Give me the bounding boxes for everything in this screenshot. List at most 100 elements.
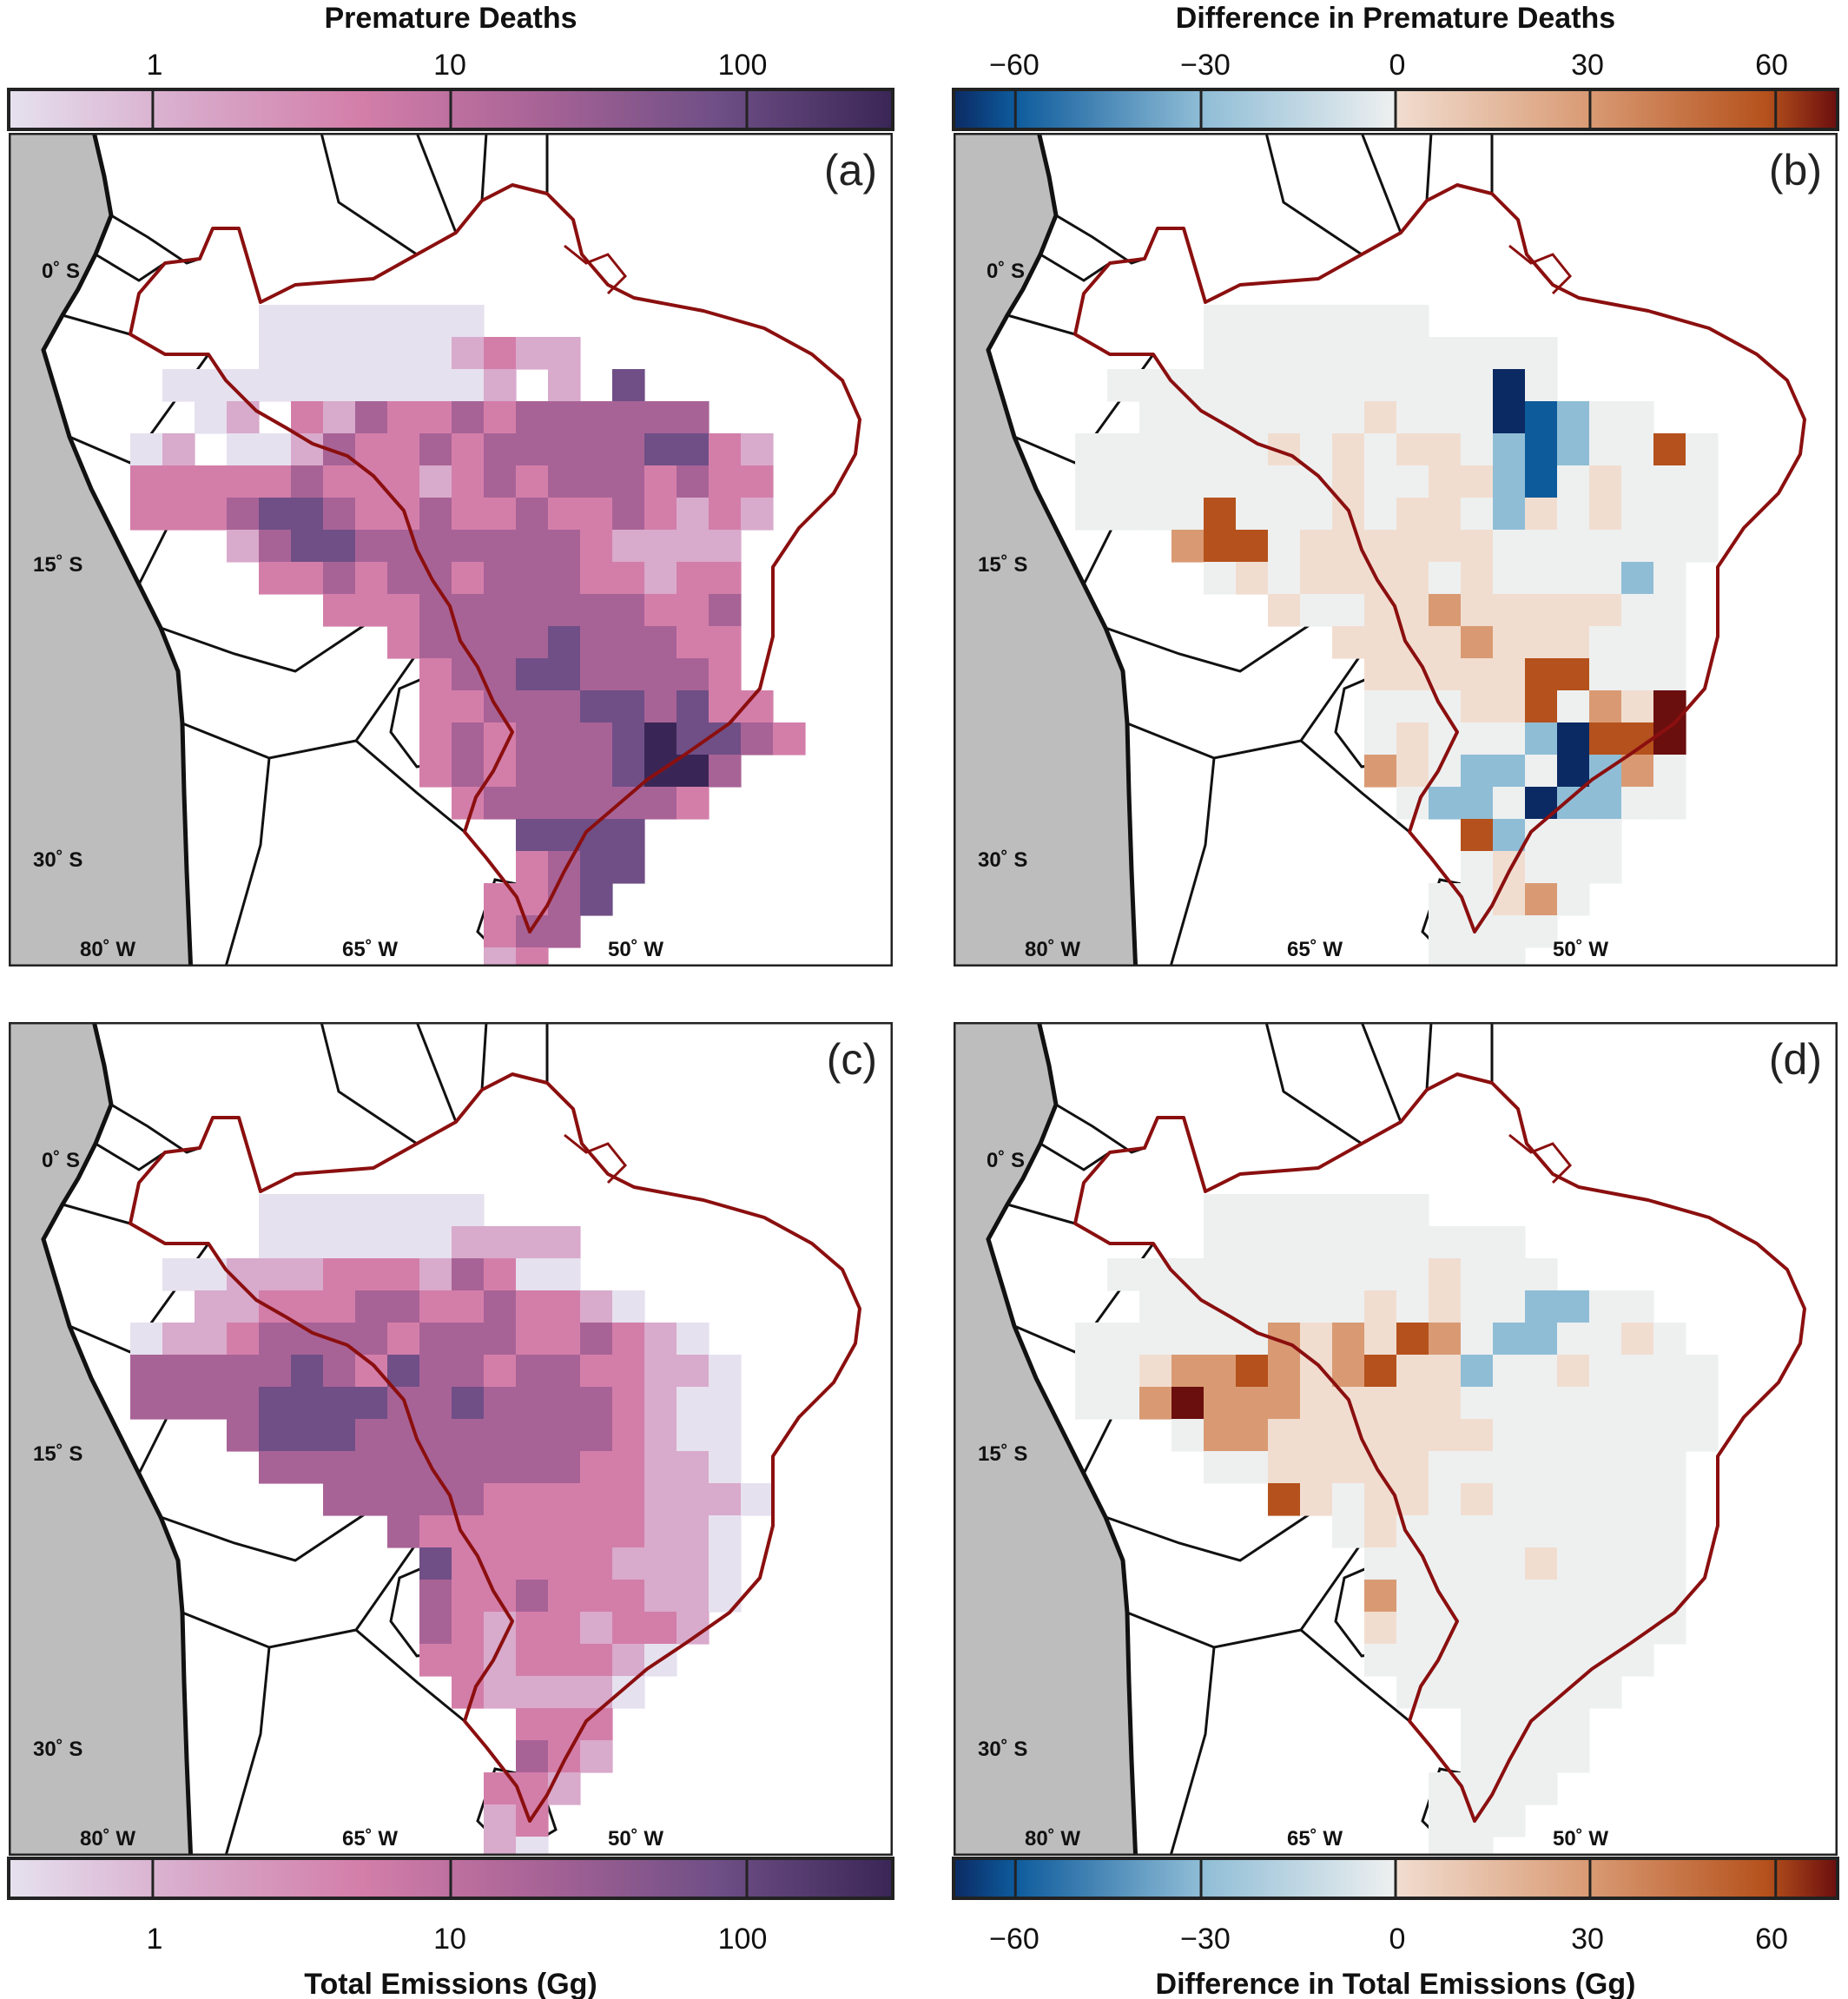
grid-cell (644, 1547, 677, 1580)
colorbar-c-ticks: 1 10 100 (147, 1923, 768, 1956)
grid-cell (1493, 1772, 1526, 1805)
grid-cell (355, 1194, 388, 1227)
grid-cell (1461, 498, 1494, 531)
grid-cell (1300, 1451, 1333, 1484)
grid-cell (1557, 755, 1590, 788)
grid-cell (1139, 1387, 1172, 1420)
grid-cell (1204, 369, 1237, 402)
grid-cell (355, 594, 388, 627)
grid-cell (387, 337, 420, 370)
grid-cell (259, 1387, 292, 1420)
grid-cell (516, 1740, 549, 1773)
grid-cell (580, 1612, 613, 1645)
grid-cell (676, 1419, 710, 1452)
grid-cell (1557, 819, 1590, 852)
grid-cell (1364, 1612, 1397, 1645)
country-border (480, 1022, 488, 1091)
grid-cell (484, 530, 517, 563)
grid-cell (773, 722, 806, 755)
grid-cell (548, 1772, 581, 1805)
grid-cell (484, 1387, 517, 1420)
grid-cell (1332, 1258, 1365, 1291)
grid-cell (709, 626, 742, 659)
grid-cell (612, 1290, 645, 1323)
grid-cell (548, 690, 581, 723)
grid-cell (419, 1547, 452, 1580)
lat-label: 0˚ S (42, 1149, 80, 1172)
grid-cell (580, 1355, 613, 1388)
grid-cell (516, 498, 549, 531)
grid-cell (195, 1355, 228, 1388)
grid-cell (1429, 1355, 1462, 1388)
grid-cells (1075, 305, 1719, 967)
grid-cell (1493, 401, 1526, 434)
grid-cell (291, 1355, 324, 1388)
grid-cell (1268, 1258, 1301, 1291)
grid-cell (1236, 562, 1269, 595)
grid-cell (1204, 562, 1237, 595)
grid-cell (644, 1483, 677, 1516)
grid-cell (291, 1194, 324, 1227)
map-panel-b (954, 133, 1838, 967)
colorbar-c (7, 1857, 894, 1900)
colorbar-d-ticks: −60 −30 0 30 60 (989, 1923, 1788, 1956)
grid-cell (1364, 401, 1397, 434)
grid-cell (676, 562, 710, 595)
grid-cell (1557, 851, 1590, 884)
grid-cell (387, 1355, 420, 1388)
grid-cell (1429, 1451, 1462, 1484)
grid-cell (259, 1419, 292, 1452)
grid-cell (1332, 337, 1365, 370)
grid-cell (452, 498, 485, 531)
grid-cell (355, 1387, 388, 1420)
grid-cell (1236, 305, 1269, 338)
grid-cell (1332, 1483, 1365, 1516)
grid-cell (612, 851, 645, 884)
grid-cell (1493, 562, 1526, 595)
grid-cell (1461, 1676, 1494, 1709)
grid-cell (1621, 530, 1654, 563)
lat-label: 0˚ S (987, 1149, 1025, 1172)
grid-cell (484, 1483, 517, 1516)
grid-cell (1493, 594, 1526, 627)
grid-cell (1461, 755, 1494, 788)
grid-cell (387, 1258, 420, 1291)
grid-cell (1589, 851, 1622, 884)
grid-cell (452, 530, 485, 563)
grid-cell (1332, 1290, 1365, 1323)
grid-cell (1589, 1580, 1622, 1613)
country-border (62, 1203, 131, 1225)
grid-cell (676, 1547, 710, 1580)
grid-cell (1621, 594, 1654, 627)
brazil-border (1073, 183, 1806, 934)
grid-cell (1621, 1355, 1654, 1388)
grid-cell (1332, 369, 1365, 402)
grid-cell (387, 1323, 420, 1356)
grid-cell (676, 1451, 710, 1484)
country-border (1006, 313, 1076, 336)
grid-cell (323, 1483, 356, 1516)
grid-cell (709, 498, 742, 531)
grid-cell (387, 465, 420, 498)
grid-cell (1525, 1772, 1558, 1805)
grid-cell (323, 1387, 356, 1420)
grid-cell (1364, 1290, 1397, 1323)
grid-cell (516, 755, 549, 788)
colorbar-tick: 30 (1571, 1923, 1604, 1956)
grid-cell (1172, 433, 1204, 466)
grid-cell (580, 1740, 613, 1773)
grid-cell (1300, 530, 1333, 563)
grid-cell (612, 530, 645, 563)
grid-cell (612, 1676, 645, 1709)
lon-label: 65˚ W (342, 1827, 398, 1851)
grid-cell (1172, 498, 1204, 531)
grid-cell (1268, 1483, 1301, 1516)
lon-label: 50˚ W (608, 938, 663, 961)
grid-cell (676, 1355, 710, 1388)
grid-cell (548, 1226, 581, 1259)
country-border (320, 1022, 418, 1145)
grid-cell (259, 1323, 292, 1356)
grid-cell (1589, 498, 1622, 531)
grid-cell (1461, 1258, 1494, 1291)
grid-cell (644, 1515, 677, 1548)
